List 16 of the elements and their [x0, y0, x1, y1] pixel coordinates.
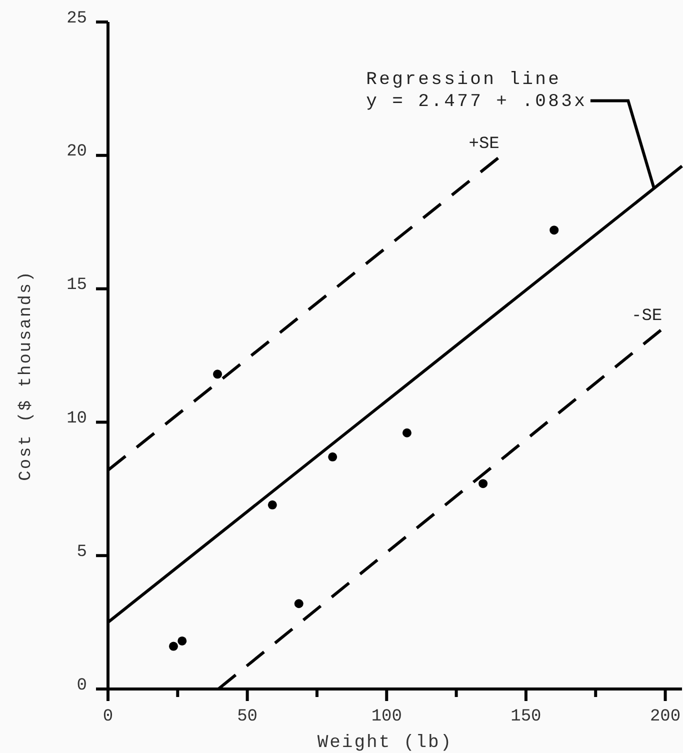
- x-axis-title: Weight (lb): [317, 733, 453, 753]
- y-tick-label: 0: [76, 676, 87, 696]
- series-label: -SE: [632, 307, 662, 326]
- y-tick-label: 5: [76, 542, 87, 562]
- x-tick-label: 150: [510, 708, 542, 726]
- series-label: +SE: [468, 135, 500, 154]
- x-tick-label: 200: [650, 708, 681, 726]
- y-tick-label: 20: [66, 142, 87, 162]
- annotation: Regression line y = 2.477 + .083x: [366, 70, 588, 112]
- y-tick-label: 25: [66, 9, 87, 28]
- y-tick-label: 10: [66, 409, 87, 428]
- x-tick-label: 0: [102, 708, 114, 726]
- x-tick-label: 100: [371, 708, 402, 726]
- x-tick-label: 50: [237, 708, 258, 726]
- y-axis-title: Cost ($ thousands): [17, 270, 36, 481]
- y-tick-label: 15: [66, 276, 87, 296]
